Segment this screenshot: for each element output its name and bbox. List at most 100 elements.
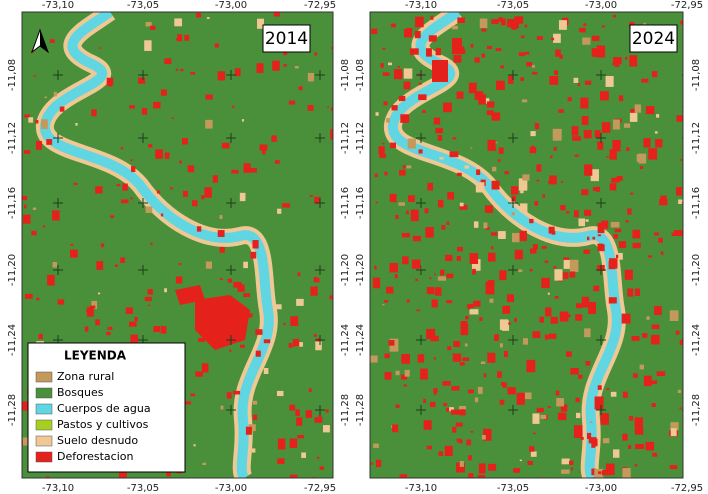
land-patch (669, 465, 678, 470)
grid-cross (416, 198, 426, 208)
land-patch (539, 316, 544, 323)
land-patch (592, 236, 596, 240)
land-patch (423, 420, 432, 430)
land-patch (557, 412, 567, 421)
grid-cross (596, 70, 606, 80)
land-patch (581, 115, 589, 125)
land-patch (527, 460, 533, 466)
land-patch (474, 91, 484, 100)
land-patch (22, 195, 28, 201)
land-patch (295, 409, 300, 416)
grid-cross (138, 265, 148, 275)
land-patch (301, 452, 307, 458)
land-patch (560, 205, 566, 211)
land-patch (652, 452, 658, 457)
land-patch (552, 33, 561, 43)
x-coordinate-label: -73,05 (127, 0, 159, 11)
land-patch (283, 51, 288, 56)
land-patch (591, 442, 596, 448)
land-patch (243, 261, 248, 269)
y-coordinate-label: -11,28 (340, 394, 351, 426)
land-patch (531, 64, 535, 68)
land-patch (147, 304, 151, 306)
land-patch (250, 168, 257, 173)
y-coordinate-label: -11,20 (7, 254, 18, 286)
land-patch (283, 64, 287, 67)
land-patch (530, 131, 536, 137)
land-patch (613, 233, 618, 239)
land-patch (22, 437, 29, 446)
land-patch (452, 137, 457, 140)
land-patch (205, 119, 213, 129)
land-patch (548, 226, 555, 234)
land-patch (386, 286, 394, 294)
land-patch (406, 299, 410, 303)
land-patch (156, 190, 161, 194)
land-patch (398, 95, 406, 102)
grid-cross (508, 70, 518, 80)
land-patch (182, 138, 188, 145)
land-patch (309, 195, 313, 197)
grid-cross (315, 265, 325, 275)
deforestation-block (452, 38, 462, 54)
land-patch (580, 97, 589, 109)
deforestation-block (195, 295, 250, 350)
land-patch (540, 414, 547, 419)
land-patch (591, 468, 597, 476)
land-patch (539, 477, 548, 478)
land-patch (73, 182, 78, 185)
land-patch (256, 63, 264, 73)
land-patch (180, 68, 184, 72)
land-patch (469, 253, 479, 264)
land-patch (462, 357, 470, 361)
land-patch (467, 389, 474, 394)
land-patch (273, 12, 281, 17)
land-patch (468, 455, 472, 461)
land-patch (451, 386, 460, 391)
land-patch (160, 325, 167, 334)
land-patch (673, 230, 683, 236)
land-patch (590, 421, 593, 424)
land-patch (532, 244, 538, 250)
land-patch (584, 80, 592, 85)
land-patch (456, 438, 462, 442)
land-patch (594, 396, 604, 410)
land-patch (480, 361, 486, 364)
land-patch (467, 303, 475, 308)
land-patch (221, 142, 230, 149)
land-patch (35, 140, 42, 150)
legend-swatch (35, 371, 53, 383)
land-patch (289, 474, 298, 478)
land-patch (647, 255, 653, 258)
land-patch (97, 292, 101, 295)
land-patch (521, 99, 528, 103)
land-patch (609, 149, 617, 160)
land-patch (552, 128, 562, 141)
land-patch (547, 181, 552, 184)
y-coordinate-label: -11,16 (340, 187, 351, 219)
land-patch (382, 142, 385, 145)
land-patch (178, 263, 182, 266)
land-patch (395, 370, 400, 376)
land-patch (639, 166, 644, 169)
land-patch (241, 119, 245, 122)
land-patch (483, 373, 487, 378)
land-patch (219, 246, 225, 253)
land-patch (487, 352, 496, 363)
land-patch (600, 413, 609, 425)
grid-cross (226, 335, 236, 345)
land-patch (597, 222, 605, 234)
grid-cross (508, 198, 518, 208)
land-patch (549, 175, 557, 185)
land-patch (35, 120, 39, 124)
land-patch (602, 438, 610, 444)
land-patch (629, 192, 634, 195)
land-patch (544, 260, 549, 263)
land-patch (116, 184, 121, 187)
land-patch (553, 266, 557, 269)
land-patch (175, 68, 179, 71)
land-patch (229, 349, 232, 352)
grid-cross (315, 405, 325, 415)
land-patch (481, 434, 486, 440)
land-patch (670, 428, 677, 437)
